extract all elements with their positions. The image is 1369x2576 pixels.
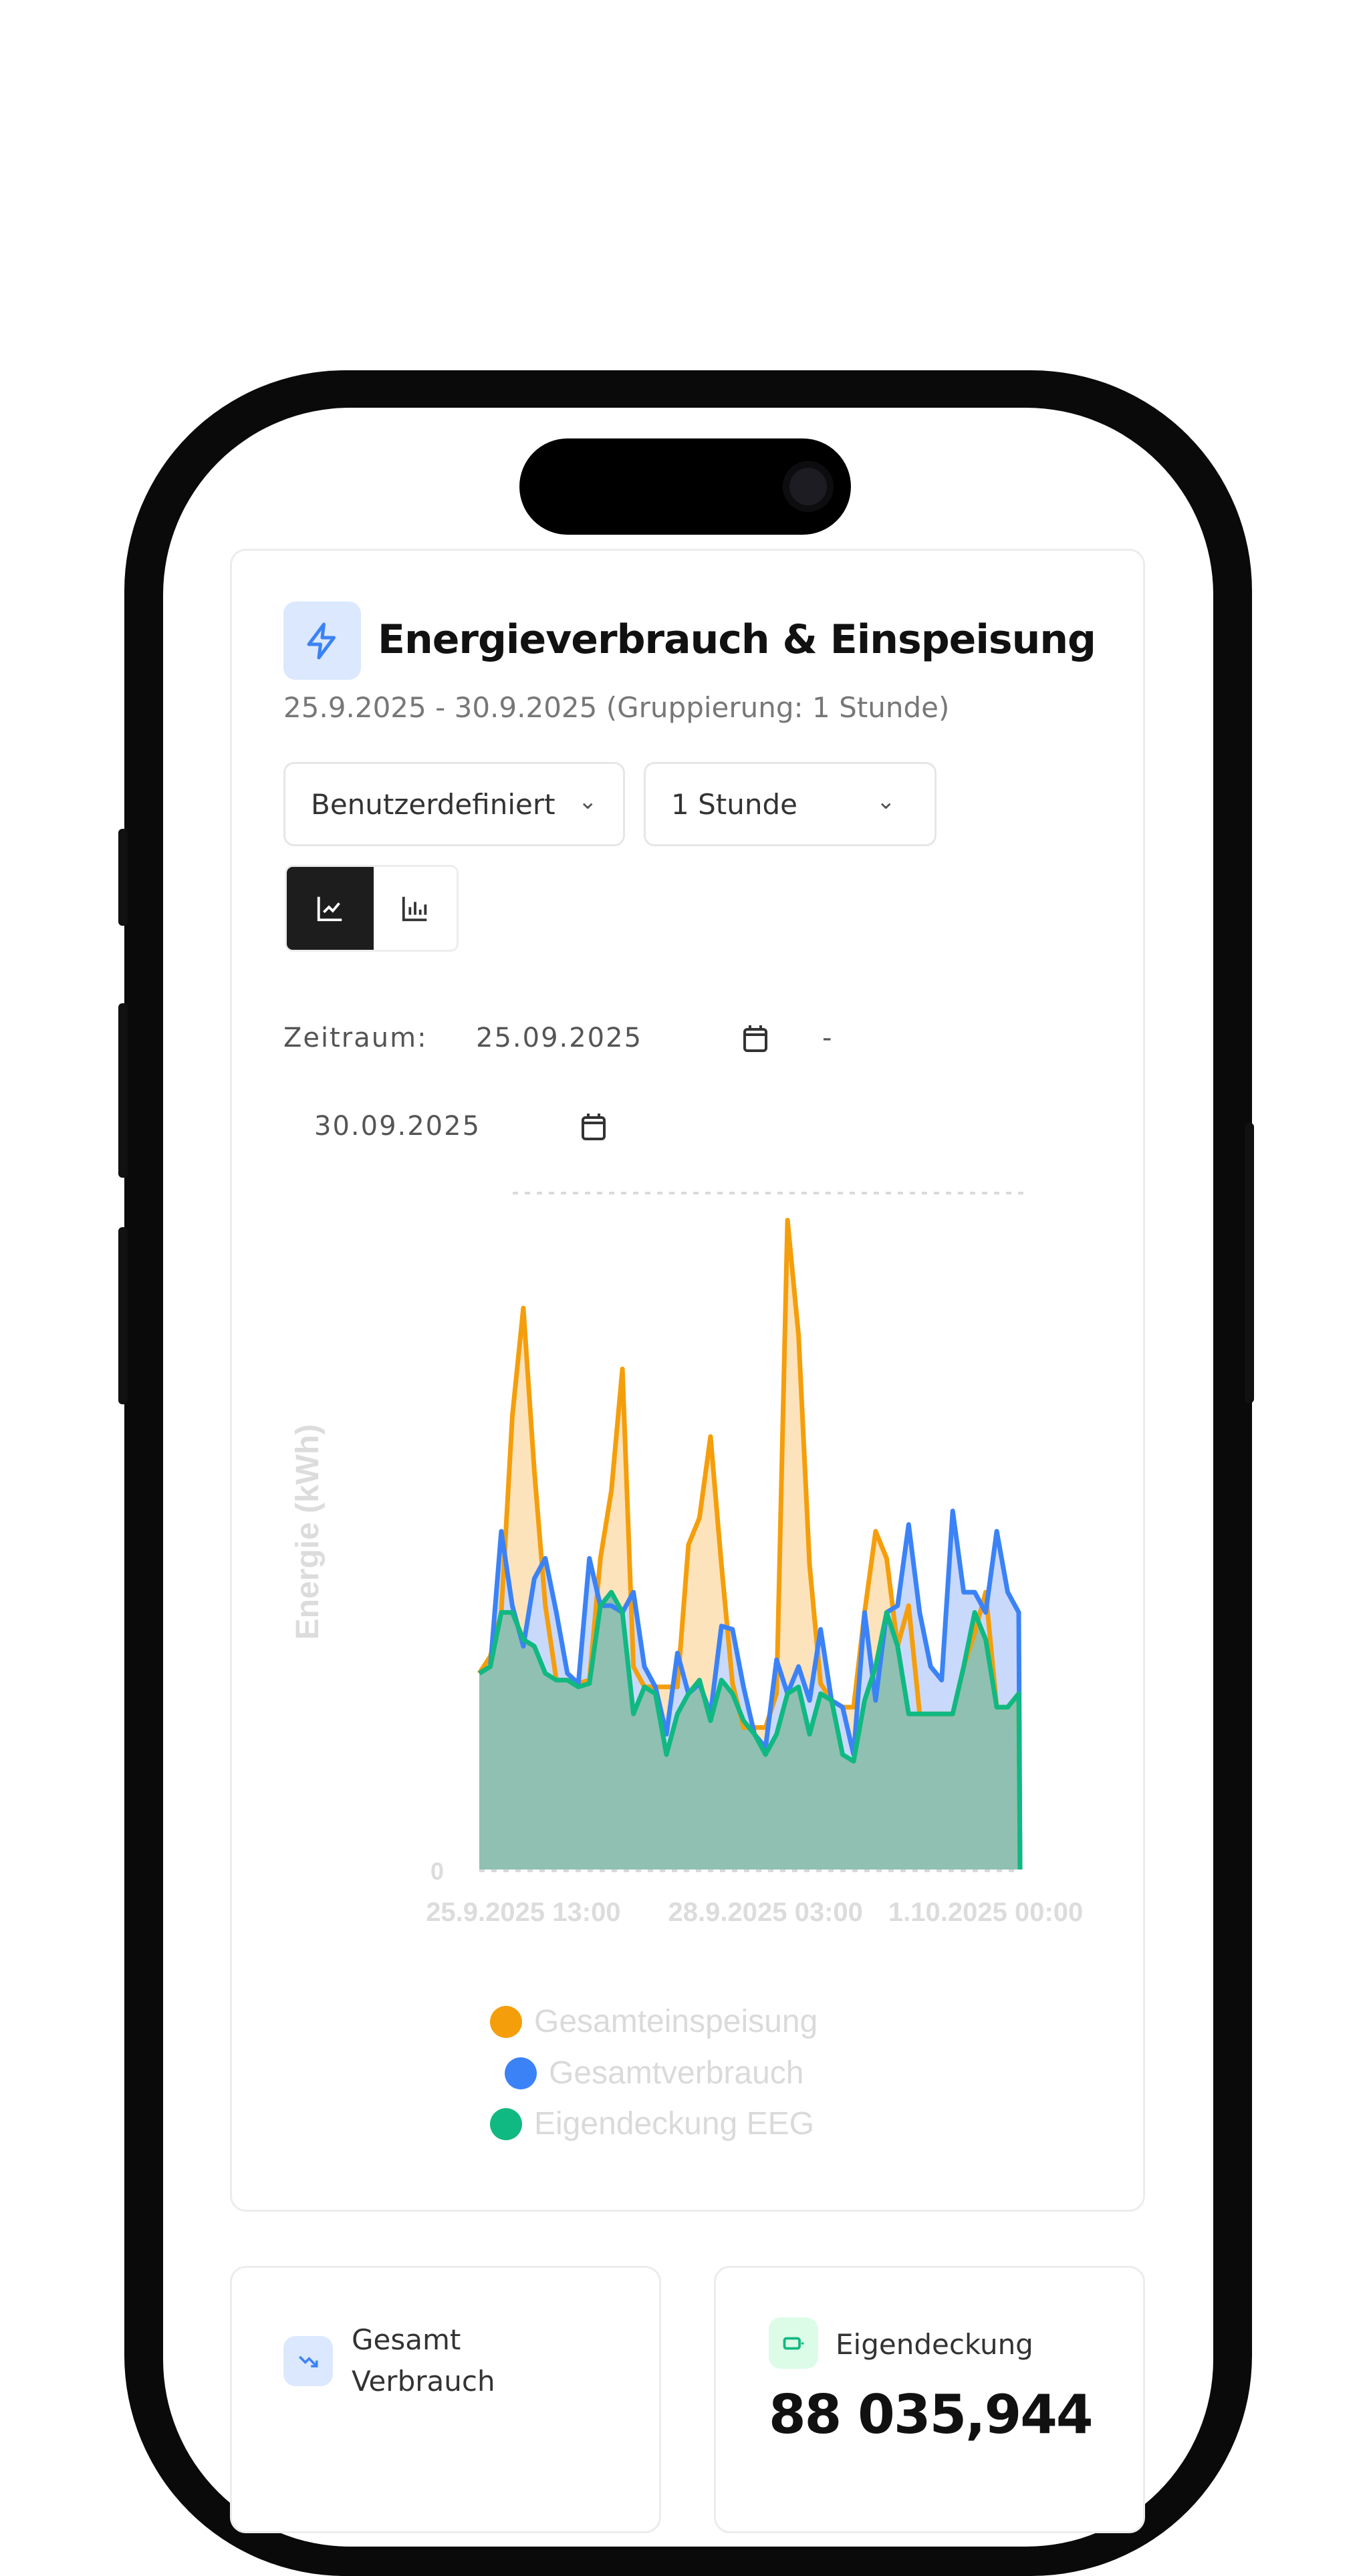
grouping-select[interactable]: 1 Stunde ⌄ — [644, 762, 937, 846]
y-tick-label: 0 — [430, 1857, 444, 1885]
date-to-input[interactable]: 30.09.2025 — [314, 1111, 481, 1142]
trending-down-icon — [283, 2336, 333, 2386]
chart-type-toggle — [285, 865, 459, 952]
bar-chart-button[interactable] — [374, 867, 457, 950]
grouping-select-value: 1 Stunde — [671, 787, 797, 821]
legend-item-gesamteinspeisung[interactable]: Gesamteinspeisung — [490, 2003, 818, 2040]
legend-dot — [505, 2057, 537, 2089]
x-tick-label: 25.9.2025 13:00 — [426, 1898, 620, 1927]
card-title: Energieverbrauch & Einspeisung — [378, 616, 1096, 663]
line-chart-button[interactable] — [287, 867, 374, 950]
chevron-down-icon: ⌄ — [876, 788, 896, 815]
range-select-value: Benutzerdefiniert — [311, 787, 555, 821]
power-button — [1245, 1123, 1254, 1403]
lightning-icon — [283, 602, 361, 680]
volume-up-button — [118, 1003, 128, 1178]
series-line-2 — [478, 1589, 1023, 1870]
legend-label: Gesamtverbrauch — [549, 2055, 804, 2091]
calendar-icon[interactable] — [742, 1024, 769, 1056]
dynamic-island — [519, 438, 851, 535]
calendar-icon[interactable] — [580, 1112, 607, 1144]
energy-chart-card — [230, 549, 1145, 2212]
legend-dot — [490, 2005, 522, 2038]
legend-item-gesamtverbrauch[interactable]: Gesamtverbrauch — [505, 2055, 804, 2091]
zeitraum-label: Zeitraum: — [283, 1023, 428, 1053]
energy-chart: 0 Energie (kWh) 25.9.2025 13:00 28.9.2025… — [290, 1192, 1083, 1927]
date-from-input[interactable]: 25.09.2025 — [476, 1023, 643, 1053]
legend-item-eigendeckung[interactable]: Eigendeckung EEG — [490, 2105, 814, 2142]
battery-icon — [769, 2317, 818, 2369]
stat-value: 88 035,944 — [769, 2384, 1094, 2446]
card-subtitle: 25.9.2025 - 30.9.2025 (Gruppierung: 1 St… — [283, 691, 950, 724]
legend-dot — [490, 2107, 522, 2140]
x-tick-label: 28.9.2025 03:00 — [668, 1898, 863, 1927]
legend-label: Gesamteinspeisung — [534, 2004, 818, 2039]
chevron-down-icon: ⌄ — [578, 788, 598, 815]
stat-label: Eigendeckung — [836, 2328, 1033, 2361]
stat-label: Gesamt Verbrauch — [352, 2323, 495, 2398]
x-tick-label: 1.10.2025 00:00 — [888, 1898, 1083, 1927]
camera-icon — [783, 461, 834, 512]
legend-label: Eigendeckung EEG — [534, 2106, 814, 2142]
date-separator: - — [822, 1023, 834, 1053]
range-select[interactable]: Benutzerdefiniert ⌄ — [283, 762, 625, 846]
action-button — [118, 829, 128, 926]
y-axis-title: Energie (kWh) — [290, 1424, 326, 1640]
volume-down-button — [118, 1227, 128, 1404]
